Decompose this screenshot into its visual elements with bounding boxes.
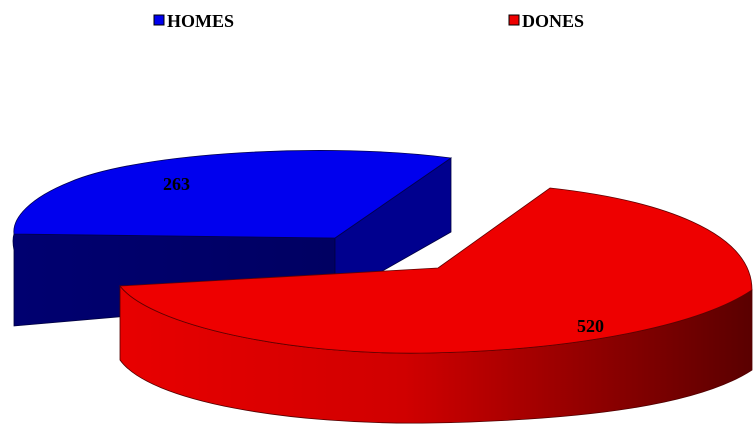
legend-label-homes: HOMES [167,11,234,31]
legend-label-dones: DONES [522,11,584,31]
legend-swatch-homes [153,14,165,26]
data-label-dones: 520 [577,316,604,336]
legend-item-homes: HOMES [153,11,234,31]
pie-slice-homes: 263 [12,150,453,327]
pie-slice-homes-top [13,150,453,239]
legend: HOMES DONES [153,11,584,31]
legend-item-dones: DONES [508,11,584,31]
pie-slice-dones: 520 [119,187,753,424]
data-label-homes: 263 [163,174,190,194]
pie-slice-dones-top [119,187,753,354]
legend-swatch-dones [508,14,520,26]
